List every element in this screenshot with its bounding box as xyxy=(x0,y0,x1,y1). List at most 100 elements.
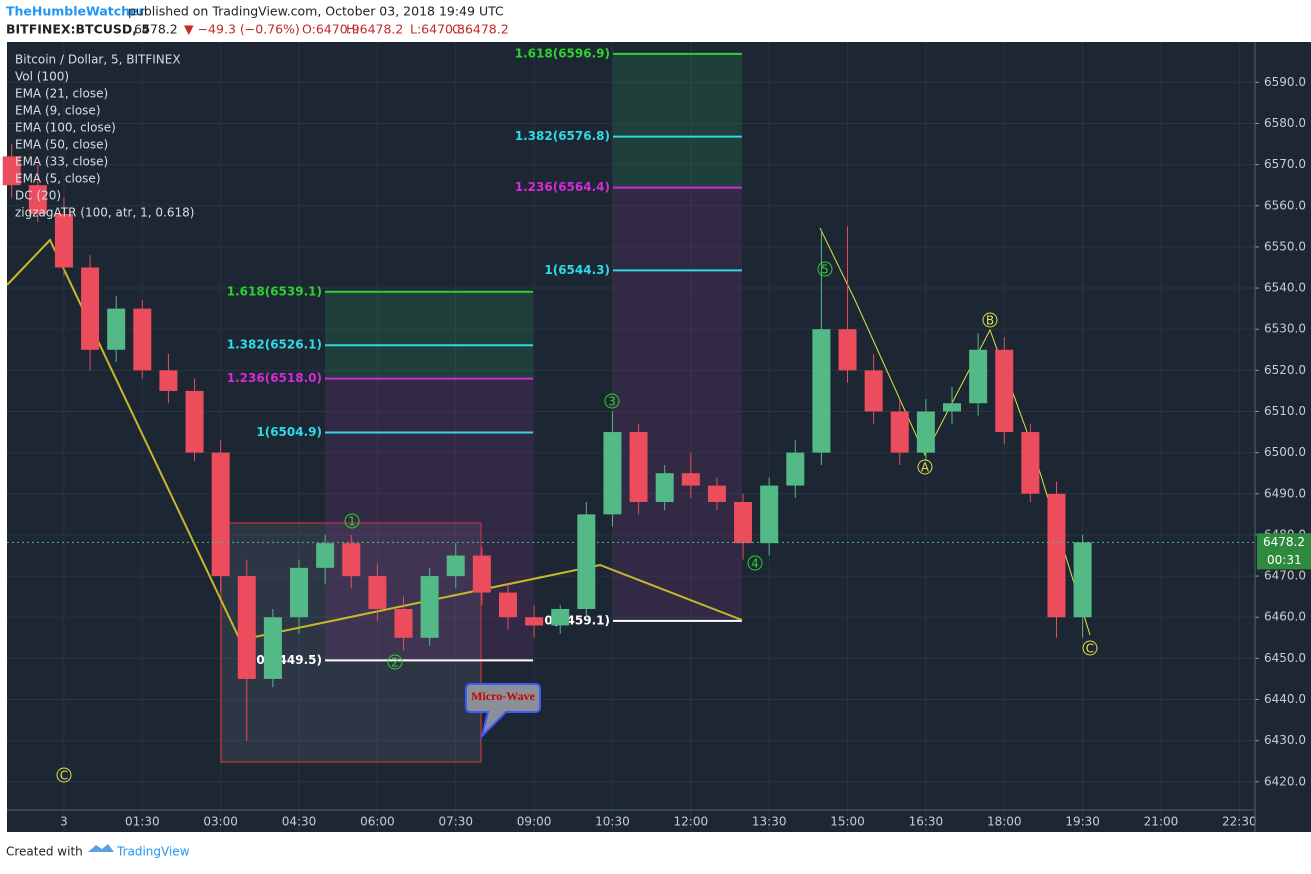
candle-body xyxy=(786,452,805,486)
fib-zone xyxy=(325,291,533,379)
wave-label: 3 xyxy=(608,395,616,409)
y-tick-label: 6430.0 xyxy=(1264,733,1306,747)
wave-label: A xyxy=(921,461,930,475)
x-tick-label: 19:30 xyxy=(1065,815,1100,829)
brand[interactable]: TradingView xyxy=(116,845,190,859)
candle-body xyxy=(185,390,204,453)
y-tick-label: 6520.0 xyxy=(1264,363,1306,377)
y-tick-label: 6580.0 xyxy=(1264,116,1306,130)
x-tick-label: 22:30 xyxy=(1222,815,1257,829)
y-tick-label: 6490.0 xyxy=(1264,486,1306,500)
y-tick-label: 6590.0 xyxy=(1264,75,1306,89)
indicator: Bitcoin / Dollar, 5, BITFINEX xyxy=(15,53,181,67)
wave-label: 5 xyxy=(821,263,829,277)
fib-zone xyxy=(613,53,742,188)
wave-label: B xyxy=(986,314,994,328)
x-tick-label: 10:30 xyxy=(595,815,630,829)
last-price-label: 6478.2 xyxy=(1263,535,1305,549)
callout-text: Micro-Wave xyxy=(471,689,535,703)
candle-body xyxy=(394,608,413,638)
candle-body xyxy=(995,349,1014,433)
wave-marker xyxy=(604,393,620,409)
wave-label: C xyxy=(60,769,68,783)
high: H:6478.2 xyxy=(346,22,403,37)
candle-body xyxy=(263,617,282,679)
candle-body xyxy=(943,403,962,412)
candle-body xyxy=(159,370,178,391)
wave-marker xyxy=(982,312,998,328)
wave-marker xyxy=(344,513,360,529)
price-axis-bg xyxy=(1255,42,1311,832)
candle-body xyxy=(864,370,883,412)
candle-body xyxy=(28,185,47,214)
x-tick-label: 16:30 xyxy=(909,815,944,829)
author[interactable]: TheHumbleWatcher xyxy=(6,4,146,19)
candle-body xyxy=(551,608,570,626)
last-price-tag xyxy=(1257,533,1311,570)
candle-body xyxy=(2,156,21,186)
candle-body xyxy=(368,576,387,609)
indicator: zigzagATR (100, atr, 1, 0.618) xyxy=(15,206,194,220)
callout xyxy=(465,683,541,740)
indicator: EMA (21, close) xyxy=(15,87,108,101)
x-tick-label: 18:00 xyxy=(987,815,1022,829)
candle-body xyxy=(525,617,544,626)
wave-marker xyxy=(817,261,833,277)
y-tick-label: 6420.0 xyxy=(1264,774,1306,788)
fib-label: 1.236(6564.4) xyxy=(515,180,610,194)
fib-label: 1(6504.9) xyxy=(256,425,322,439)
y-tick-label: 6540.0 xyxy=(1264,281,1306,295)
close: C:6478.2 xyxy=(452,22,509,37)
candle-body xyxy=(838,329,857,371)
wave-line xyxy=(819,227,1091,636)
candle-body xyxy=(760,485,779,544)
y-tick-label: 6550.0 xyxy=(1264,239,1306,253)
y-tick-label: 6440.0 xyxy=(1264,692,1306,706)
y-tick-label: 6510.0 xyxy=(1264,404,1306,418)
countdown: 00:31 xyxy=(1267,553,1302,567)
candle-body xyxy=(107,308,126,350)
fib-label: 1.618(6539.1) xyxy=(227,284,322,298)
x-tick-label: 13:30 xyxy=(752,815,787,829)
indicator: EMA (33, close) xyxy=(15,155,108,169)
indicator: Vol (100) xyxy=(15,70,69,84)
indicator: EMA (100, close) xyxy=(15,121,116,135)
candle-body xyxy=(603,432,622,515)
wave-marker xyxy=(747,555,763,571)
symbol: BITFINEX:BTCUSD, 5 xyxy=(6,22,150,37)
x-tick-label: 09:00 xyxy=(517,815,552,829)
fib-zone xyxy=(613,187,742,621)
indicator: EMA (50, close) xyxy=(15,138,108,152)
x-tick-label: 3 xyxy=(60,815,68,829)
overlays: 6478.2 00:31 1 2 3 4 5 A B C C Micro-Wave xyxy=(7,261,1311,783)
candle-body xyxy=(290,567,309,618)
fib-label: 1.618(6596.9) xyxy=(515,46,610,60)
y-tick-label: 6460.0 xyxy=(1264,610,1306,624)
wave-marker xyxy=(387,654,403,670)
candle-body xyxy=(446,555,465,577)
candle-body xyxy=(629,432,648,503)
wave-marker xyxy=(1082,640,1098,656)
candle-body xyxy=(734,502,753,544)
y-tick-label: 6530.0 xyxy=(1264,322,1306,336)
candle-body xyxy=(420,576,439,638)
wave-label: 4 xyxy=(751,557,759,571)
fib-label: 1.382(6576.8) xyxy=(515,129,610,143)
published: published on TradingView.com, October 03… xyxy=(128,4,504,19)
tv-logo xyxy=(88,844,114,852)
wave-marker xyxy=(56,767,72,783)
fib-label: 1.236(6518.0) xyxy=(227,371,322,385)
indicator: EMA (5, close) xyxy=(15,172,101,186)
candle-body xyxy=(316,543,335,568)
x-tick-label: 07:30 xyxy=(438,815,473,829)
candle-body xyxy=(342,543,361,577)
candle-body xyxy=(969,349,988,404)
fib-label: 1.382(6526.1) xyxy=(227,338,322,352)
wave-marker xyxy=(917,459,933,475)
candle-body xyxy=(472,555,491,593)
candle-body xyxy=(707,485,726,503)
x-tick-label: 15:00 xyxy=(830,815,865,829)
candle-body xyxy=(1047,493,1066,618)
candle-body xyxy=(237,576,256,679)
